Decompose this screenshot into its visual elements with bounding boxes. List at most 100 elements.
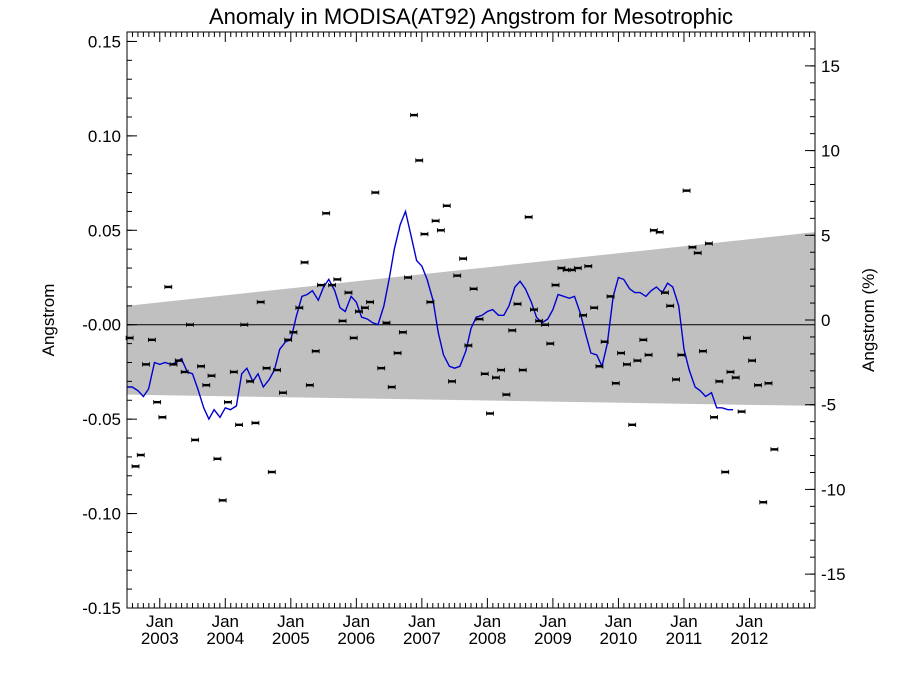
- data-point: [579, 313, 587, 318]
- y-right-tick-label: -10: [821, 480, 846, 499]
- data-point: [623, 362, 631, 367]
- data-point: [530, 307, 538, 312]
- data-point: [644, 352, 653, 358]
- y-right-tick-label: 0: [821, 311, 830, 330]
- data-point: [754, 382, 762, 388]
- x-tick-month-label: Jan: [539, 612, 566, 631]
- data-point: [737, 409, 746, 414]
- y-tick-label: -0.05: [82, 410, 121, 429]
- data-point: [393, 350, 402, 356]
- x-tick-month-label: Jan: [146, 612, 173, 631]
- data-point: [235, 422, 243, 428]
- data-point: [508, 328, 517, 333]
- data-point: [404, 275, 412, 280]
- data-point: [518, 367, 527, 373]
- smoothed-line: [127, 209, 734, 421]
- data-point: [475, 316, 484, 322]
- data-point: [322, 211, 331, 216]
- data-point: [453, 273, 462, 278]
- data-point: [770, 447, 779, 452]
- data-point: [240, 322, 249, 327]
- data-point: [600, 339, 609, 344]
- data-point: [415, 158, 424, 163]
- data-point: [344, 290, 353, 295]
- data-point: [759, 500, 768, 505]
- y-right-tick-label: 15: [821, 57, 840, 76]
- data-point: [355, 309, 363, 314]
- data-point: [186, 322, 194, 327]
- data-point: [721, 469, 730, 475]
- data-point: [655, 229, 664, 235]
- data-point: [469, 286, 478, 292]
- data-point: [366, 299, 374, 305]
- data-point: [764, 381, 773, 386]
- data-point: [267, 469, 276, 475]
- x-tick-year-label: 2012: [731, 629, 769, 648]
- y-right-tick-label: 5: [821, 226, 830, 245]
- data-point: [387, 384, 396, 390]
- data-point: [125, 335, 134, 341]
- data-points: [125, 112, 779, 505]
- data-point: [338, 318, 347, 324]
- data-point: [426, 299, 435, 305]
- data-point: [202, 382, 211, 388]
- data-point: [639, 337, 648, 343]
- data-point: [666, 303, 675, 309]
- data-point: [595, 364, 604, 369]
- data-point: [164, 284, 173, 290]
- data-point: [147, 337, 156, 343]
- data-point: [480, 371, 489, 377]
- data-point: [410, 112, 418, 118]
- y-tick-label: 0.15: [88, 32, 121, 51]
- data-point: [541, 322, 549, 327]
- x-tick-year-label: 2003: [141, 629, 179, 648]
- data-point: [497, 367, 506, 373]
- smoothed-series: [127, 209, 734, 421]
- y-right-tick-label: 10: [821, 142, 840, 161]
- axis-ticks: [127, 31, 816, 609]
- data-point: [617, 350, 625, 356]
- data-point: [213, 456, 222, 462]
- data-point: [448, 379, 456, 384]
- data-point: [710, 415, 718, 420]
- x-tick-month-label: Jan: [670, 612, 697, 631]
- x-tick-year-label: 2011: [666, 629, 703, 648]
- x-tick-month-label: Jan: [277, 612, 304, 631]
- data-point: [371, 190, 380, 195]
- data-point: [677, 352, 686, 358]
- data-point: [328, 282, 336, 288]
- data-point: [224, 399, 232, 405]
- data-point: [590, 305, 599, 310]
- y-tick-label: 0.05: [88, 221, 121, 240]
- data-point: [551, 282, 560, 288]
- data-point: [284, 337, 293, 343]
- x-tick-year-label: 2004: [206, 629, 244, 648]
- axis-tick-labels: -0.15 -0.10 -0.05 -0.00 0.05 0.10 0.15 -15 -10 -5…: [82, 32, 845, 648]
- data-point: [289, 330, 298, 335]
- data-point: [158, 415, 167, 420]
- data-point: [153, 399, 162, 405]
- data-point: [742, 335, 751, 341]
- data-point: [491, 375, 500, 380]
- data-point: [715, 379, 724, 384]
- data-point: [279, 390, 287, 395]
- confidence-band: [127, 232, 815, 406]
- data-point: [360, 305, 369, 310]
- chart-title: Anomaly in MODISA(AT92) Angstrom for Mes…: [209, 4, 733, 29]
- data-point: [628, 422, 637, 428]
- data-point: [420, 231, 429, 237]
- y-tick-label: -0.00: [82, 316, 121, 335]
- data-point: [197, 364, 205, 369]
- data-point: [573, 265, 582, 271]
- data-point: [459, 256, 468, 261]
- data-point: [246, 379, 255, 384]
- band-area: [127, 232, 815, 406]
- data-point: [273, 367, 281, 373]
- x-tick-month-label: Jan: [736, 612, 763, 631]
- data-point: [748, 358, 756, 363]
- data-point: [333, 277, 342, 282]
- data-point: [256, 299, 265, 305]
- data-point: [693, 250, 702, 256]
- x-tick-year-label: 2009: [534, 629, 572, 648]
